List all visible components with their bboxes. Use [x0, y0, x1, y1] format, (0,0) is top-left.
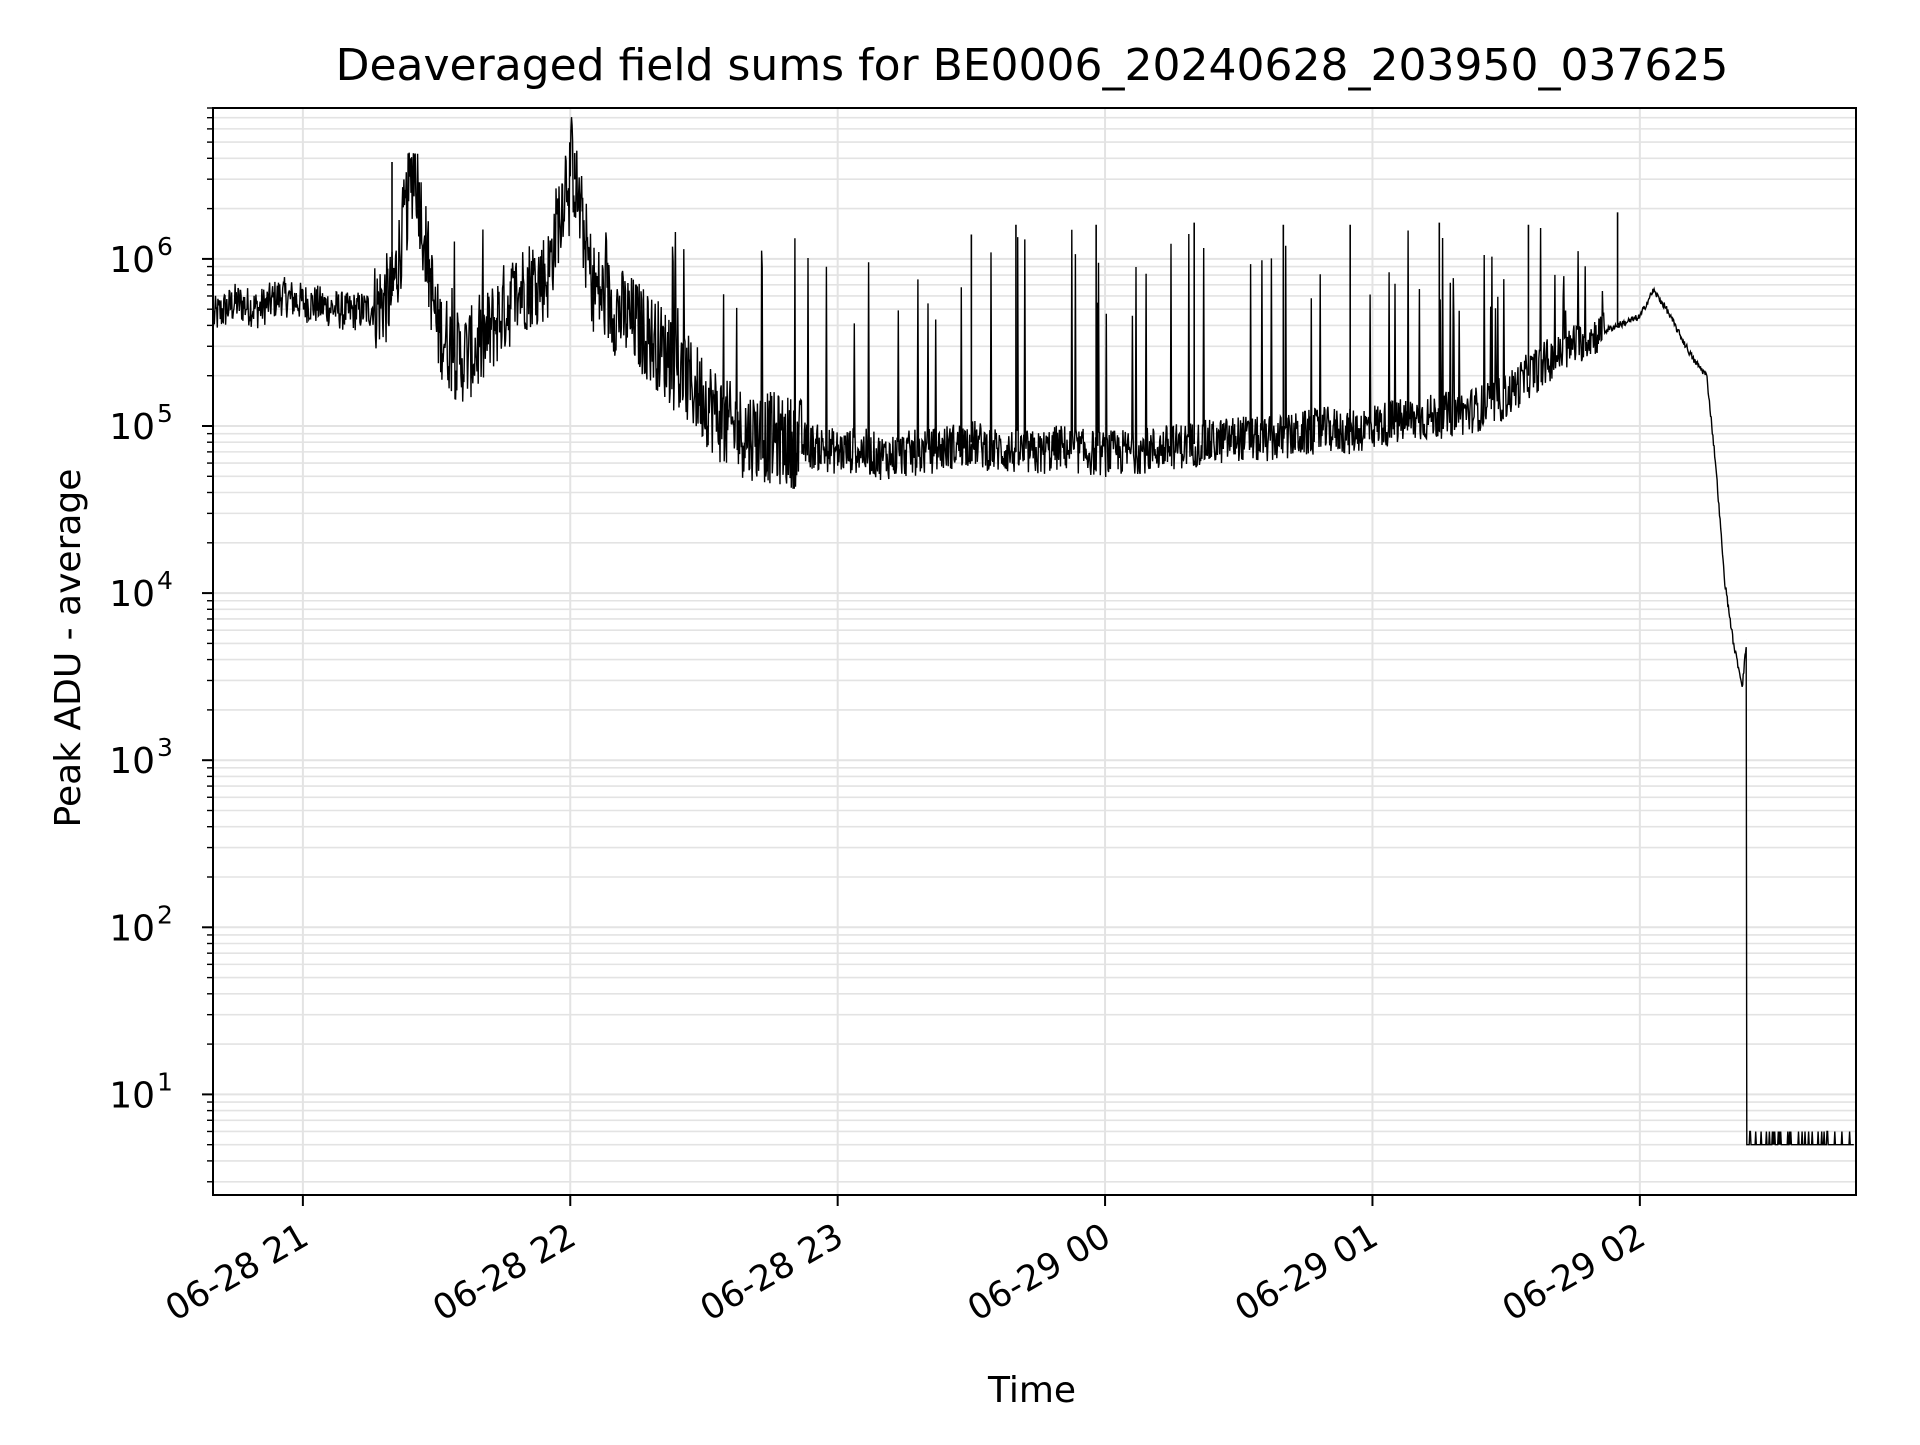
y-tick-label-exponent: 2 [157, 900, 173, 929]
x-tick-label: 06-28 22 [426, 1216, 582, 1329]
y-tick-label-exponent: 1 [157, 1067, 173, 1096]
y-tick-label: 10 [109, 908, 155, 949]
x-tick-label: 06-29 02 [1496, 1216, 1652, 1329]
x-tick-label: 06-29 00 [961, 1216, 1117, 1329]
tick-marks [202, 108, 1640, 1206]
x-axis-label: Time [987, 1370, 1076, 1411]
y-tick-label: 10 [109, 1075, 155, 1116]
y-tick-label: 10 [109, 240, 155, 281]
plot-frame [213, 108, 1856, 1195]
y-tick-label-exponent: 3 [157, 733, 173, 762]
y-tick-label-exponent: 6 [157, 232, 173, 261]
grid-lines [213, 108, 1856, 1195]
y-axis-label: Peak ADU - average [48, 469, 89, 828]
x-tick-label: 06-29 01 [1229, 1216, 1385, 1329]
y-tick-label: 10 [109, 741, 155, 782]
x-tick-label: 06-28 21 [159, 1216, 315, 1329]
y-tick-label: 10 [109, 574, 155, 615]
chart-title: Deaveraged field sums for BE0006_2024062… [336, 40, 1729, 91]
y-tick-label-exponent: 5 [157, 399, 173, 428]
x-tick-label: 06-28 23 [694, 1216, 850, 1329]
y-tick-label-exponent: 4 [157, 566, 173, 595]
y-tick-label: 10 [109, 407, 155, 448]
